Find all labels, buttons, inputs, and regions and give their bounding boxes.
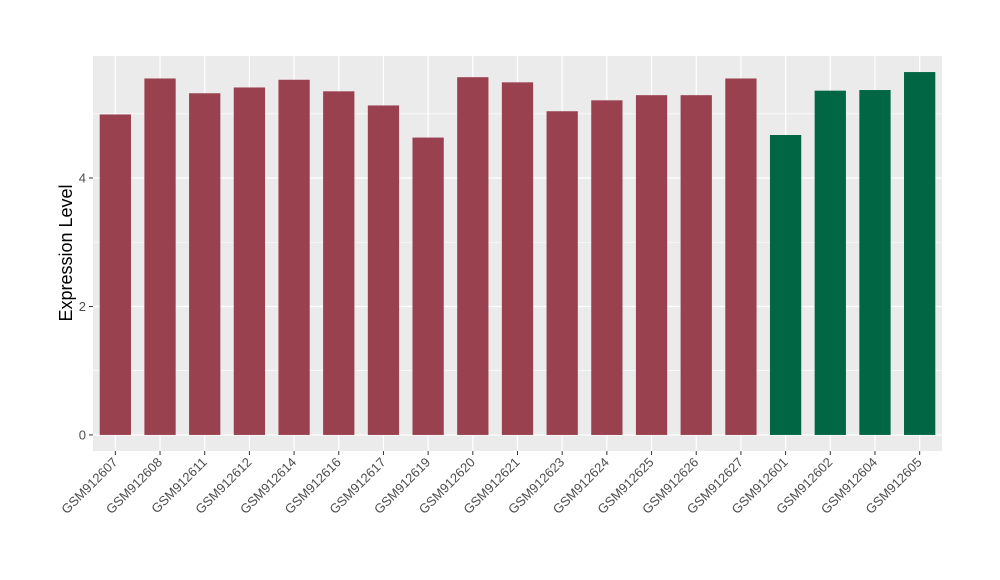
- bar-GSM912612: [233, 87, 266, 435]
- bar-GSM912625: [635, 95, 668, 435]
- bar-GSM912619: [412, 137, 444, 435]
- bar-GSM912601: [769, 135, 802, 435]
- bar-GSM912624: [591, 100, 623, 435]
- bar-GSM912607: [99, 114, 131, 435]
- bar-GSM912623: [546, 111, 578, 435]
- bar-GSM912621: [501, 82, 534, 435]
- bar-GSM912616: [323, 91, 355, 435]
- y-axis-title: Expression Level: [56, 184, 76, 321]
- bar-GSM912611: [189, 93, 221, 435]
- y-tick-label: 4: [79, 171, 86, 186]
- bar-GSM912604: [859, 90, 891, 435]
- bar-GSM912614: [278, 79, 310, 435]
- bar-GSM912608: [144, 78, 176, 435]
- x-axis: GSM912607GSM912608GSM912611GSM912612GSM9…: [58, 451, 925, 517]
- bar-GSM912602: [814, 90, 846, 435]
- bar-GSM912627: [725, 78, 757, 435]
- y-tick-label: 0: [79, 427, 86, 442]
- y-tick-label: 2: [79, 299, 86, 314]
- bar-GSM912626: [680, 95, 712, 435]
- y-axis: 0 2 4: [79, 171, 93, 442]
- bar-GSM912605: [904, 72, 936, 435]
- bar-GSM912617: [367, 105, 400, 435]
- bar-GSM912620: [457, 77, 489, 435]
- bars: [99, 72, 936, 435]
